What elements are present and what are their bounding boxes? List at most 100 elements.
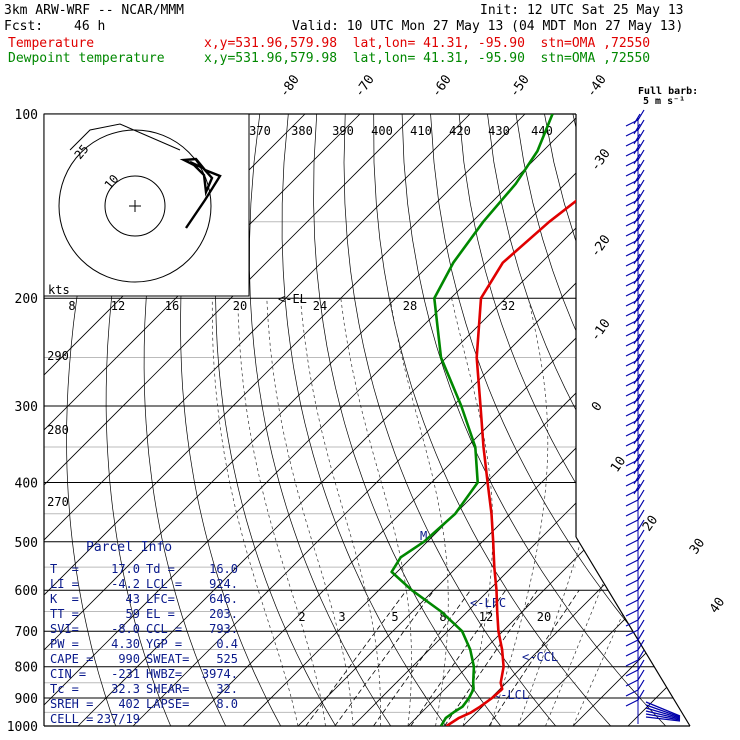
isotherm-line: [572, 114, 690, 726]
parcel-info-cell: 4.30: [111, 637, 140, 651]
wind-barb: [625, 229, 645, 247]
pressure-tick-label: 1000: [7, 720, 38, 735]
wind-barb-flag: [637, 419, 645, 431]
wind-barb-shaft: [625, 499, 639, 507]
wind-barb-flag: [633, 173, 641, 185]
wind-barb: [625, 339, 645, 357]
parcel-info-cell: 32.: [216, 682, 238, 696]
wind-barb: [625, 299, 645, 317]
wind-barb-shaft: [625, 619, 639, 627]
theta-left-label: 280: [47, 423, 69, 437]
dry-adiabat-line: [715, 114, 740, 726]
wind-barb-flag: [637, 409, 645, 421]
temperature-legend: Temperature: [8, 36, 95, 51]
wind-barb-flag: [633, 393, 641, 405]
wind-barb: [625, 609, 645, 627]
wind-barb: [625, 669, 645, 687]
wind-barb: [625, 199, 645, 217]
wind-barb-shaft: [625, 559, 639, 567]
isotherm-line: [44, 114, 636, 726]
wind-barb-flag: [637, 649, 645, 661]
wind-barb-flag: [637, 659, 645, 671]
kts-label: kts: [48, 283, 70, 297]
parcel-info-cell: LAPSE=: [146, 697, 190, 711]
isotherm-line: [44, 114, 581, 726]
wind-barb-flag: [637, 639, 645, 651]
wind-barb: [625, 429, 645, 447]
parcel-info-cell: CELL =: [50, 712, 94, 726]
isotherm-tick-label: 30: [687, 536, 708, 557]
wind-barb-flag: [637, 339, 645, 351]
dry-adiabat-line: [343, 114, 556, 726]
wind-barb-flag: [637, 399, 645, 411]
isotherm-tick-label: -80: [277, 72, 303, 100]
isotherm-tick-label: -50: [507, 72, 533, 100]
wind-barb-flag: [633, 223, 641, 235]
isotherm-tick-label: -40: [584, 72, 610, 100]
moist-adiabat-line: [300, 298, 381, 726]
wind-barb-flag: [637, 609, 645, 621]
forecast-label: Fcst:: [4, 19, 44, 34]
wind-barb-flag: [633, 123, 641, 135]
wind-barb-shaft: [625, 539, 639, 547]
wind-barb-shaft: [625, 609, 639, 617]
wind-barb-shaft: [625, 699, 639, 707]
wind-barb-flag: [637, 689, 645, 701]
wind-barb-flag: [637, 329, 645, 341]
parcel-info-cell: LI =: [50, 577, 79, 591]
wind-barb-flag: [637, 299, 645, 311]
parcel-info-cell: Tc =: [50, 682, 79, 696]
parcel-info-cell: -231: [111, 667, 140, 681]
parcel-info-row: Tc = 32.3 SHEAR= 32.: [50, 682, 240, 697]
wind-barb-flag: [637, 549, 645, 561]
wind-barb-flag: [633, 353, 641, 365]
wind-barb: [625, 449, 645, 467]
dry-adiabat-line: [313, 114, 501, 726]
isotherm-line: [297, 114, 690, 726]
dry-adiabat-line: [143, 114, 227, 726]
theta-tick-label: 420: [449, 124, 471, 138]
theta-tick-label: 370: [249, 124, 271, 138]
wind-barb-flag: [637, 429, 645, 441]
full-barb-label: Full barb:: [638, 86, 699, 97]
theta-tick-label: 430: [488, 124, 510, 138]
wind-barb: [625, 129, 645, 147]
wind-barb-flag: [637, 579, 645, 591]
dry-adiabat-line: [373, 114, 611, 726]
pressure-tick-label: 900: [15, 692, 38, 707]
wind-barb-flag: [637, 169, 645, 181]
parcel-info-cell: YGP =: [146, 637, 183, 651]
parcel-info-row: TT = 59 EL = 203.: [50, 607, 240, 622]
parcel-info-row: SVI= -8.0 CCL = 793.: [50, 622, 240, 637]
wind-barb: [625, 589, 645, 607]
isotherm-tick-label: 10: [608, 454, 629, 475]
forecast-hours: 46 h: [74, 19, 106, 34]
kts-tick-label: 16: [165, 299, 179, 313]
wind-barb-flag: [637, 509, 645, 521]
wind-barb: [625, 329, 645, 347]
wind-barb: [625, 519, 645, 537]
kts-tick-label: 28: [403, 299, 417, 313]
dry-adiabat-line: [215, 114, 337, 726]
wind-barb-flag: [637, 449, 645, 461]
isotherm-line: [627, 114, 690, 726]
sounding-annotation: <-LFC: [470, 596, 506, 610]
theta-tick-label: 440: [531, 124, 553, 138]
wind-barb-flag: [637, 139, 645, 151]
wind-barb: [625, 689, 645, 707]
wind-barb: [625, 569, 645, 587]
wind-barb-shaft: [625, 679, 639, 687]
mixing-ratio-label: 5: [391, 610, 398, 624]
wind-barb-shaft: [625, 549, 639, 557]
wind-barb-flag: [633, 293, 641, 305]
wind-barb-flag: [633, 373, 641, 385]
dewpoint-location: x,y=531.96,579.98 lat,lon= 41.31, -95.90…: [204, 51, 651, 66]
wind-barb: [625, 369, 645, 387]
parcel-info-cell: 237/19: [96, 712, 140, 726]
isotherm-tick-label: -10: [588, 316, 614, 344]
wind-barb-shaft: [625, 629, 639, 637]
isotherm-tick-label: 40: [707, 595, 728, 616]
theta-left-label: 290: [47, 349, 69, 363]
wind-barb: [625, 359, 645, 377]
moist-adiabat-line: [211, 298, 299, 726]
